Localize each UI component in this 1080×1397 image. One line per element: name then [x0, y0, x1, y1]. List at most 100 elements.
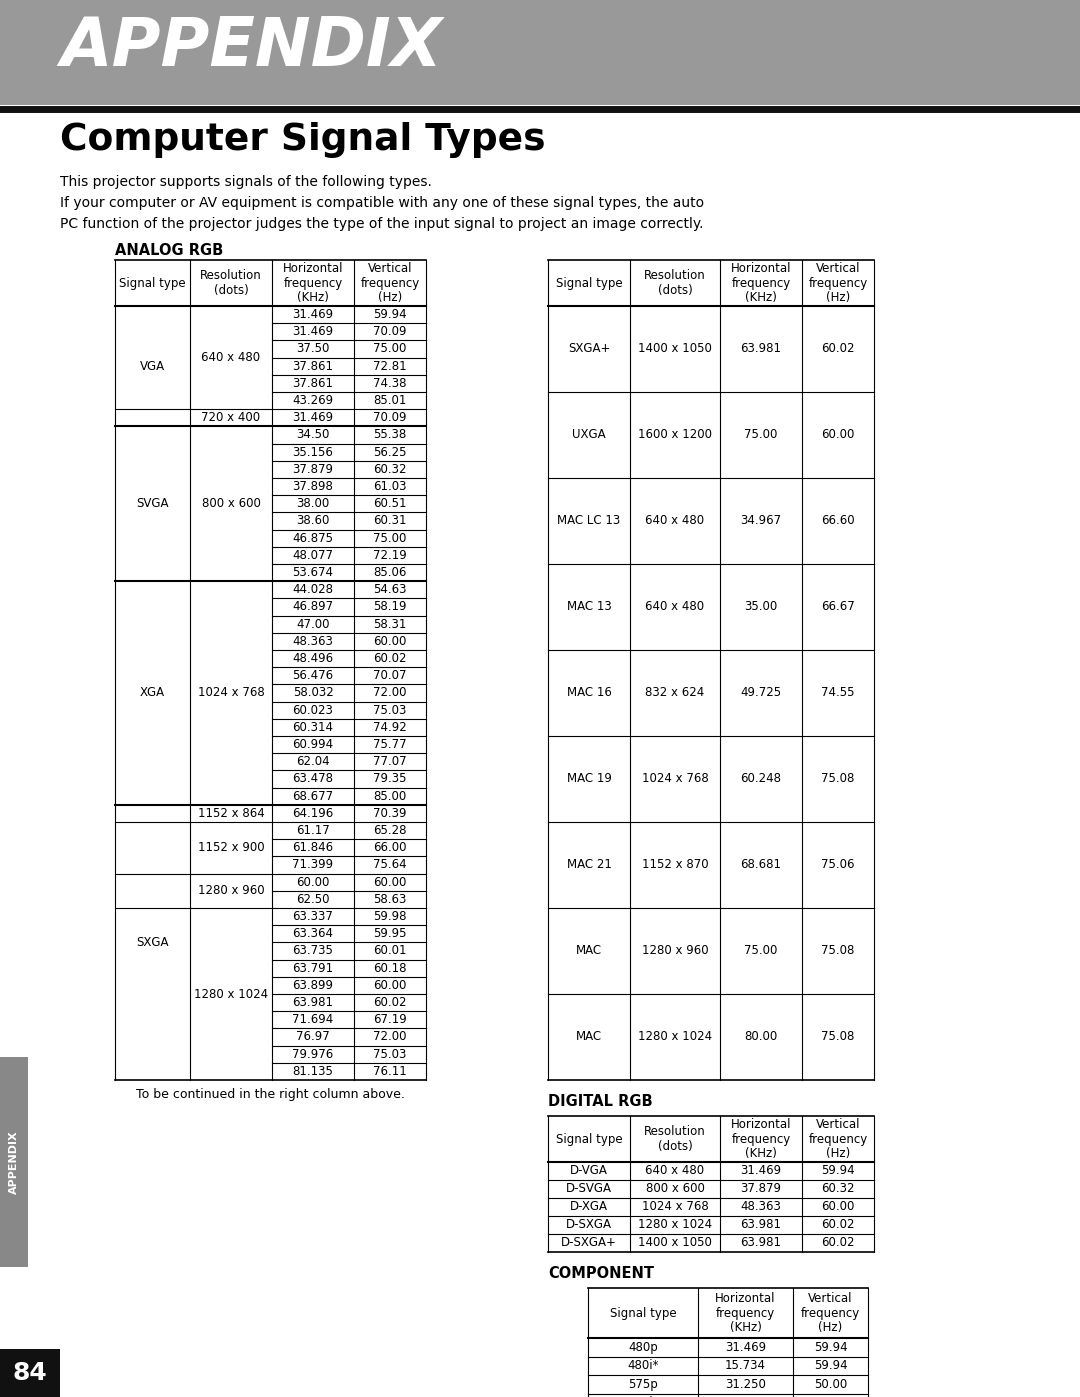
Text: MAC 19: MAC 19 [567, 773, 611, 785]
Text: 79.976: 79.976 [293, 1048, 334, 1060]
Text: Signal type: Signal type [556, 1133, 622, 1146]
Text: 640 x 480: 640 x 480 [646, 601, 704, 613]
Text: MAC 21: MAC 21 [567, 859, 611, 872]
Text: 1024 x 768: 1024 x 768 [198, 686, 265, 700]
Text: 34.50: 34.50 [296, 429, 329, 441]
Text: MAC 16: MAC 16 [567, 686, 611, 700]
Text: 61.846: 61.846 [293, 841, 334, 855]
Text: 48.077: 48.077 [293, 549, 334, 562]
Text: 75.00: 75.00 [374, 342, 407, 355]
Text: 63.981: 63.981 [293, 996, 334, 1009]
Text: 575p: 575p [629, 1377, 658, 1391]
Text: 84: 84 [13, 1361, 48, 1384]
Text: D-VGA: D-VGA [570, 1165, 608, 1178]
Text: 1152 x 900: 1152 x 900 [198, 841, 265, 855]
Text: Horizontal
frequency
(KHz): Horizontal frequency (KHz) [283, 261, 343, 305]
Text: 60.18: 60.18 [374, 961, 407, 975]
Text: 800 x 600: 800 x 600 [646, 1182, 704, 1196]
Text: 85.06: 85.06 [374, 566, 407, 580]
Text: DIGITAL RGB: DIGITAL RGB [548, 1094, 652, 1109]
Text: D-SXGA: D-SXGA [566, 1218, 612, 1232]
Text: 37.861: 37.861 [293, 359, 334, 373]
Text: 66.67: 66.67 [821, 601, 855, 613]
Text: 58.63: 58.63 [374, 893, 407, 905]
Text: 60.02: 60.02 [374, 996, 407, 1009]
Text: 38.60: 38.60 [296, 514, 329, 528]
Text: 85.01: 85.01 [374, 394, 407, 407]
Text: 60.00: 60.00 [821, 1200, 854, 1214]
Text: 1152 x 864: 1152 x 864 [198, 807, 265, 820]
Text: D-SXGA+: D-SXGA+ [562, 1236, 617, 1249]
Text: 60.51: 60.51 [374, 497, 407, 510]
Text: 55.38: 55.38 [374, 429, 407, 441]
Text: 60.00: 60.00 [296, 876, 329, 888]
Text: 60.248: 60.248 [741, 773, 782, 785]
Text: 63.899: 63.899 [293, 979, 334, 992]
Text: 60.00: 60.00 [821, 429, 854, 441]
Text: 60.02: 60.02 [821, 1218, 854, 1232]
Text: 80.00: 80.00 [744, 1031, 778, 1044]
Text: 76.97: 76.97 [296, 1031, 329, 1044]
Text: 31.469: 31.469 [293, 309, 334, 321]
Text: 59.94: 59.94 [374, 309, 407, 321]
Text: 1400 x 1050: 1400 x 1050 [638, 342, 712, 355]
Text: SXGA: SXGA [136, 936, 168, 949]
Text: 68.681: 68.681 [741, 859, 782, 872]
Text: 81.135: 81.135 [293, 1065, 334, 1078]
Text: 60.023: 60.023 [293, 704, 334, 717]
Text: 31.469: 31.469 [725, 1341, 766, 1354]
Text: If your computer or AV equipment is compatible with any one of these signal type: If your computer or AV equipment is comp… [60, 196, 704, 210]
Bar [0, 1350, 60, 1397]
Text: 50.00: 50.00 [814, 1377, 847, 1391]
Text: 48.363: 48.363 [741, 1200, 782, 1214]
Text: 63.735: 63.735 [293, 944, 334, 957]
Text: Signal type: Signal type [556, 277, 622, 289]
Text: 720 x 400: 720 x 400 [202, 411, 260, 425]
Text: 63.478: 63.478 [293, 773, 334, 785]
Text: 1280 x 960: 1280 x 960 [642, 944, 708, 957]
Bar [0, 1058, 28, 1267]
Text: 480p: 480p [629, 1341, 658, 1354]
Text: Vertical
frequency
(Hz): Vertical frequency (Hz) [808, 261, 867, 305]
Text: SVGA: SVGA [136, 497, 168, 510]
Text: This projector supports signals of the following types.: This projector supports signals of the f… [60, 175, 432, 189]
Text: 60.32: 60.32 [374, 462, 407, 476]
Text: 75.08: 75.08 [821, 773, 854, 785]
Text: 70.09: 70.09 [374, 326, 407, 338]
Text: 74.38: 74.38 [374, 377, 407, 390]
Text: SXGA+: SXGA+ [568, 342, 610, 355]
Text: 37.898: 37.898 [293, 481, 334, 493]
Text: 43.269: 43.269 [293, 394, 334, 407]
Text: 64.196: 64.196 [293, 807, 334, 820]
Text: VGA: VGA [140, 359, 165, 373]
Text: APPENDIX: APPENDIX [9, 1130, 19, 1194]
Text: 31.250: 31.250 [725, 1377, 766, 1391]
Text: 71.399: 71.399 [293, 859, 334, 872]
Text: 61.03: 61.03 [374, 481, 407, 493]
Text: UXGA: UXGA [572, 429, 606, 441]
Text: 71.694: 71.694 [293, 1013, 334, 1027]
Text: 480i*: 480i* [627, 1359, 659, 1372]
Text: Signal type: Signal type [610, 1306, 676, 1320]
Text: 59.98: 59.98 [374, 909, 407, 923]
Text: 60.314: 60.314 [293, 721, 334, 733]
Text: 75.03: 75.03 [374, 704, 407, 717]
Text: 59.94: 59.94 [813, 1341, 848, 1354]
Text: 58.19: 58.19 [374, 601, 407, 613]
Text: APPENDIX: APPENDIX [60, 14, 442, 80]
Text: 1280 x 1024: 1280 x 1024 [194, 988, 268, 1000]
Text: 75.08: 75.08 [821, 944, 854, 957]
Text: 62.04: 62.04 [296, 756, 329, 768]
Text: 60.00: 60.00 [374, 979, 407, 992]
Text: 67.19: 67.19 [373, 1013, 407, 1027]
Text: 800 x 600: 800 x 600 [202, 497, 260, 510]
Text: 47.00: 47.00 [296, 617, 329, 630]
Text: 62.50: 62.50 [296, 893, 329, 905]
Text: 77.07: 77.07 [374, 756, 407, 768]
Text: 1152 x 870: 1152 x 870 [642, 859, 708, 872]
Text: XGA: XGA [140, 686, 165, 700]
Text: 1280 x 960: 1280 x 960 [198, 884, 265, 897]
Text: 63.981: 63.981 [741, 342, 782, 355]
Text: 72.81: 72.81 [374, 359, 407, 373]
Text: 61.17: 61.17 [296, 824, 329, 837]
